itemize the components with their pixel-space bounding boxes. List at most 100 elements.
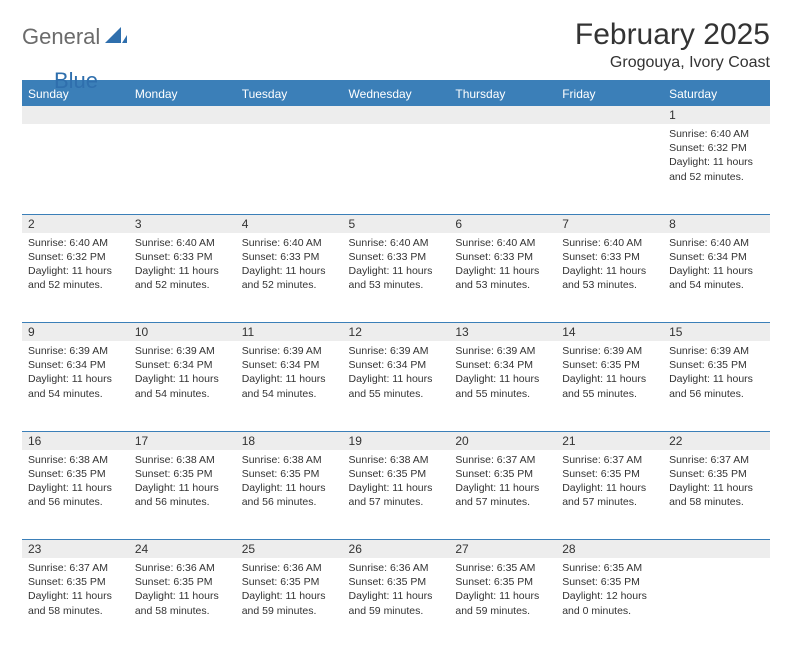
day-number (449, 106, 556, 124)
day-content: Sunrise: 6:39 AMSunset: 6:34 PMDaylight:… (129, 341, 236, 407)
day-cell: Sunrise: 6:40 AMSunset: 6:32 PMDaylight:… (22, 233, 129, 323)
weekday-header: Wednesday (343, 82, 450, 106)
weekday-header: Thursday (449, 82, 556, 106)
weekday-header: Tuesday (236, 82, 343, 106)
daynum-cell: 2 (22, 214, 129, 233)
day-number: 1 (663, 106, 770, 124)
day-content: Sunrise: 6:37 AMSunset: 6:35 PMDaylight:… (556, 450, 663, 516)
day-number (129, 106, 236, 124)
day-content: Sunrise: 6:40 AMSunset: 6:33 PMDaylight:… (556, 233, 663, 299)
day-number: 11 (236, 323, 343, 341)
day-number (663, 540, 770, 558)
daynum-cell: 26 (343, 540, 450, 559)
daynum-cell: 17 (129, 431, 236, 450)
day-content: Sunrise: 6:38 AMSunset: 6:35 PMDaylight:… (129, 450, 236, 516)
day-content: Sunrise: 6:38 AMSunset: 6:35 PMDaylight:… (343, 450, 450, 516)
day-cell: Sunrise: 6:39 AMSunset: 6:34 PMDaylight:… (129, 341, 236, 431)
week-row: Sunrise: 6:40 AMSunset: 6:32 PMDaylight:… (22, 124, 770, 214)
day-content: Sunrise: 6:39 AMSunset: 6:35 PMDaylight:… (663, 341, 770, 407)
day-cell: Sunrise: 6:36 AMSunset: 6:35 PMDaylight:… (129, 558, 236, 648)
day-content (22, 124, 129, 133)
day-cell: Sunrise: 6:40 AMSunset: 6:32 PMDaylight:… (663, 124, 770, 214)
day-number: 22 (663, 432, 770, 450)
daynum-cell: 13 (449, 323, 556, 342)
day-cell: Sunrise: 6:36 AMSunset: 6:35 PMDaylight:… (343, 558, 450, 648)
day-content (236, 124, 343, 133)
daynum-cell (343, 106, 450, 124)
day-cell (129, 124, 236, 214)
day-number: 20 (449, 432, 556, 450)
daynum-cell: 28 (556, 540, 663, 559)
daynum-cell: 25 (236, 540, 343, 559)
daynum-cell: 22 (663, 431, 770, 450)
day-number: 12 (343, 323, 450, 341)
day-content (129, 124, 236, 133)
day-cell: Sunrise: 6:40 AMSunset: 6:33 PMDaylight:… (236, 233, 343, 323)
daynum-cell: 23 (22, 540, 129, 559)
daynum-cell (556, 106, 663, 124)
day-content: Sunrise: 6:38 AMSunset: 6:35 PMDaylight:… (22, 450, 129, 516)
daynum-cell (663, 540, 770, 559)
daynum-cell (236, 106, 343, 124)
day-content: Sunrise: 6:39 AMSunset: 6:34 PMDaylight:… (449, 341, 556, 407)
day-cell: Sunrise: 6:36 AMSunset: 6:35 PMDaylight:… (236, 558, 343, 648)
day-cell: Sunrise: 6:37 AMSunset: 6:35 PMDaylight:… (663, 450, 770, 540)
day-number: 15 (663, 323, 770, 341)
day-number: 10 (129, 323, 236, 341)
daynum-row: 9101112131415 (22, 323, 770, 342)
day-cell: Sunrise: 6:39 AMSunset: 6:34 PMDaylight:… (449, 341, 556, 431)
daynum-cell: 14 (556, 323, 663, 342)
day-cell: Sunrise: 6:35 AMSunset: 6:35 PMDaylight:… (449, 558, 556, 648)
logo-sail-icon (105, 26, 127, 49)
daynum-cell: 19 (343, 431, 450, 450)
day-cell: Sunrise: 6:38 AMSunset: 6:35 PMDaylight:… (22, 450, 129, 540)
daynum-row: 2345678 (22, 214, 770, 233)
daynum-cell: 24 (129, 540, 236, 559)
daynum-cell: 8 (663, 214, 770, 233)
header: General February 2025 Grogouya, Ivory Co… (22, 18, 770, 72)
daynum-row: 1 (22, 106, 770, 124)
daynum-cell (22, 106, 129, 124)
day-content: Sunrise: 6:40 AMSunset: 6:32 PMDaylight:… (663, 124, 770, 190)
day-number: 24 (129, 540, 236, 558)
weekday-header: Monday (129, 82, 236, 106)
day-number: 8 (663, 215, 770, 233)
day-cell (449, 124, 556, 214)
day-cell: Sunrise: 6:37 AMSunset: 6:35 PMDaylight:… (22, 558, 129, 648)
day-content: Sunrise: 6:40 AMSunset: 6:33 PMDaylight:… (129, 233, 236, 299)
day-number: 27 (449, 540, 556, 558)
day-content: Sunrise: 6:40 AMSunset: 6:33 PMDaylight:… (343, 233, 450, 299)
day-content (343, 124, 450, 133)
daynum-cell: 4 (236, 214, 343, 233)
daynum-cell: 27 (449, 540, 556, 559)
day-content (449, 124, 556, 133)
day-content: Sunrise: 6:40 AMSunset: 6:34 PMDaylight:… (663, 233, 770, 299)
day-cell: Sunrise: 6:40 AMSunset: 6:33 PMDaylight:… (343, 233, 450, 323)
day-content: Sunrise: 6:35 AMSunset: 6:35 PMDaylight:… (556, 558, 663, 624)
day-number: 2 (22, 215, 129, 233)
day-number: 25 (236, 540, 343, 558)
day-content: Sunrise: 6:39 AMSunset: 6:35 PMDaylight:… (556, 341, 663, 407)
daynum-cell: 7 (556, 214, 663, 233)
day-cell: Sunrise: 6:40 AMSunset: 6:33 PMDaylight:… (449, 233, 556, 323)
day-number: 23 (22, 540, 129, 558)
day-number: 19 (343, 432, 450, 450)
day-number: 13 (449, 323, 556, 341)
day-content: Sunrise: 6:36 AMSunset: 6:35 PMDaylight:… (343, 558, 450, 624)
day-content: Sunrise: 6:40 AMSunset: 6:33 PMDaylight:… (236, 233, 343, 299)
day-cell: Sunrise: 6:37 AMSunset: 6:35 PMDaylight:… (449, 450, 556, 540)
daynum-cell: 10 (129, 323, 236, 342)
day-cell: Sunrise: 6:37 AMSunset: 6:35 PMDaylight:… (556, 450, 663, 540)
day-content: Sunrise: 6:36 AMSunset: 6:35 PMDaylight:… (236, 558, 343, 624)
daynum-cell: 9 (22, 323, 129, 342)
week-row: Sunrise: 6:37 AMSunset: 6:35 PMDaylight:… (22, 558, 770, 648)
location: Grogouya, Ivory Coast (575, 54, 770, 72)
day-number: 26 (343, 540, 450, 558)
weekday-header: Friday (556, 82, 663, 106)
week-row: Sunrise: 6:40 AMSunset: 6:32 PMDaylight:… (22, 233, 770, 323)
day-number: 18 (236, 432, 343, 450)
day-content: Sunrise: 6:36 AMSunset: 6:35 PMDaylight:… (129, 558, 236, 624)
day-cell: Sunrise: 6:35 AMSunset: 6:35 PMDaylight:… (556, 558, 663, 648)
daynum-row: 232425262728 (22, 540, 770, 559)
week-row: Sunrise: 6:39 AMSunset: 6:34 PMDaylight:… (22, 341, 770, 431)
